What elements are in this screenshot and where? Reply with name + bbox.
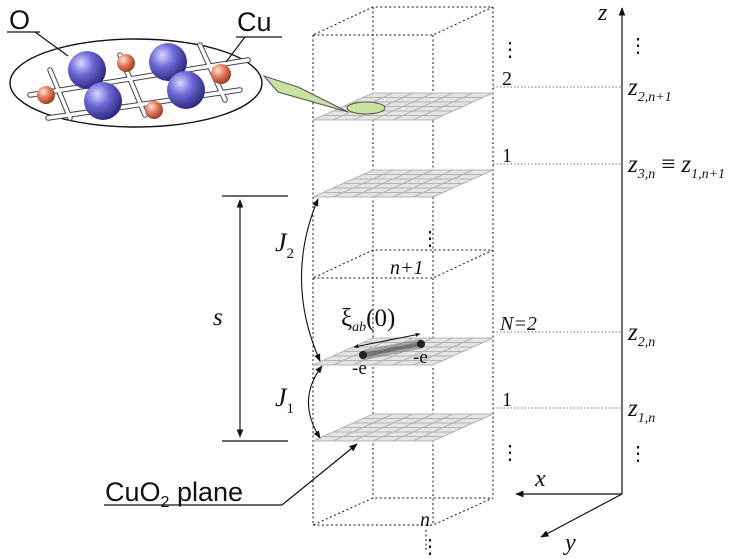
plane-bottom-1	[312, 413, 494, 442]
j1-label: J1	[275, 383, 294, 417]
coherence-length-label: ξab(0)	[341, 305, 395, 335]
oxygen-atom	[149, 43, 187, 81]
z-dots-top: ⋮	[628, 35, 648, 57]
z-1-n: z1,n	[627, 395, 655, 426]
highlight-ellipse	[346, 101, 386, 115]
cu-leader-line	[225, 36, 246, 63]
electron-right-label: -e	[413, 347, 428, 368]
x-axis-label: x	[534, 466, 546, 492]
plane-index-2: 2	[502, 68, 512, 90]
label-copper: Cu	[237, 7, 272, 37]
copper-atom	[145, 101, 163, 119]
o-leader-line	[34, 31, 69, 57]
plane-top-2	[312, 92, 494, 121]
unit-cell-box	[312, 6, 494, 552]
plane-index-1-upper: 1	[502, 145, 512, 167]
plane-top-1	[312, 169, 494, 198]
copper-atom	[211, 64, 231, 84]
cuo2-plane-callout: CuO2 plane	[104, 443, 358, 511]
copper-atom	[37, 86, 55, 104]
dots-top: ⋮	[500, 39, 520, 61]
z-3-n-equiv-z-1-n-plus-1: z3,n ≡ z1,n+1	[627, 151, 725, 182]
y-axis	[540, 493, 623, 538]
coupling-arrows	[300, 198, 323, 439]
j1-arrow	[307, 365, 323, 439]
oxygen-atom	[167, 71, 205, 109]
height-guides	[493, 86, 622, 409]
cell-index-n: n	[420, 509, 430, 531]
axes	[515, 7, 626, 538]
y-axis-label: y	[563, 530, 576, 556]
cuo2-plane-label: CuO2 plane	[105, 477, 243, 511]
copper-atom	[117, 54, 135, 72]
j2-label: J2	[275, 228, 294, 262]
stack-labels: ⋮ 2 1 ⋮ n+1 N=2 1 ⋮ n ⋮	[390, 39, 537, 558]
spacing-marker	[222, 195, 288, 442]
electron-left-label: -e	[352, 358, 367, 379]
z-dots-bottom: ⋮	[628, 443, 648, 465]
j2-arrow	[300, 198, 321, 362]
inset-pointer	[262, 74, 349, 113]
spacing-label: s	[213, 304, 223, 331]
inset-lattice: O Cu	[7, 5, 349, 128]
cell-index-n-plus-1: n+1	[390, 257, 424, 279]
dots-bottom: ⋮	[420, 536, 440, 558]
layer-count-label: N=2	[499, 313, 537, 335]
oxygen-atom	[84, 82, 122, 120]
z-2-n: z2,n	[627, 319, 655, 350]
z-axis-label: z	[597, 0, 608, 26]
oxygen-atom	[68, 51, 106, 89]
z-2-n-plus-1: z2,n+1	[627, 74, 672, 105]
label-oxygen: O	[9, 5, 30, 35]
cooper-pair: -e -e ξab(0)	[341, 305, 428, 379]
plane-index-1-lower: 1	[502, 389, 512, 411]
dots-mid: ⋮	[420, 228, 440, 250]
z-coordinate-labels: ⋮ z2,n+1 z3,n ≡ z1,n+1 z2,n z1,n ⋮	[627, 35, 725, 465]
electron-left	[359, 351, 367, 359]
dots-right: ⋮	[500, 442, 520, 464]
coherence-length-arrow	[353, 332, 421, 349]
